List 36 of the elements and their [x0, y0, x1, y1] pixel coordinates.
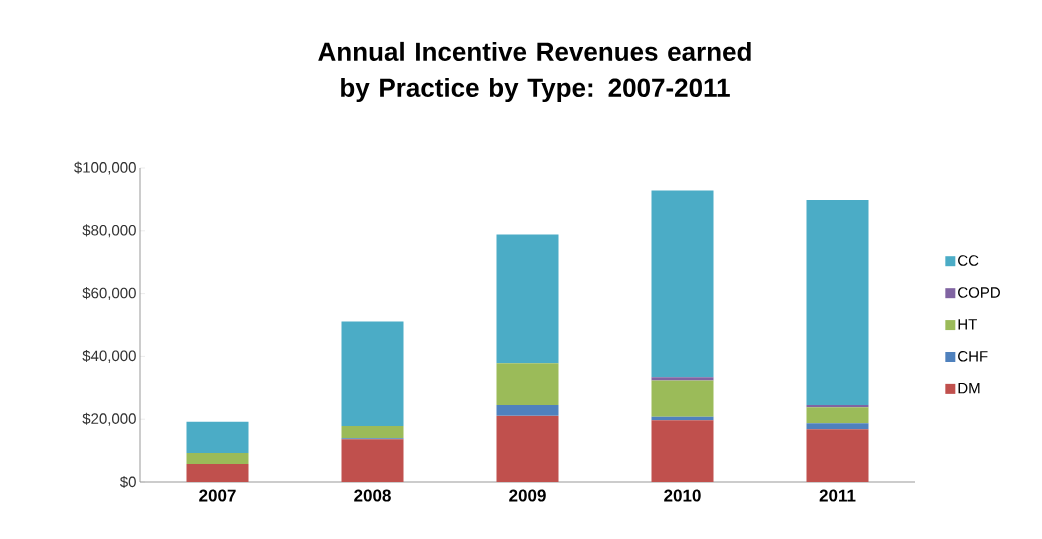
legend-label: HT [958, 319, 977, 330]
y-tick-label: $80,000 [82, 224, 136, 238]
x-tick-label: 2011 [819, 489, 856, 502]
bar [341, 426, 404, 439]
bar [651, 420, 714, 482]
bar [806, 423, 869, 430]
chart-title: Annual Incentive Revenues earned by Practice by Type: 2007-2011 [318, 41, 751, 103]
y-tick-label: $60,000 [82, 287, 136, 301]
legend-label: CHF [958, 350, 988, 362]
bar [496, 234, 559, 364]
legend-label: COPD [958, 287, 1000, 298]
bar [806, 405, 869, 408]
bar [496, 415, 559, 482]
bar [806, 407, 869, 424]
bar [496, 363, 559, 406]
bar [651, 190, 714, 378]
bar [186, 421, 249, 454]
x-tick-label: 2009 [509, 489, 546, 502]
bar [806, 200, 869, 406]
y-tick-label: $0 [119, 475, 136, 489]
y-tick-label: $40,000 [82, 349, 136, 363]
legend-label: DM [958, 382, 980, 394]
x-tick-label: 2007 [199, 489, 236, 502]
x-tick-label: 2008 [354, 489, 391, 502]
y-tick-label: $20,000 [82, 412, 136, 426]
legend-label: CC [958, 255, 979, 266]
y-tick-label: $100,000 [74, 161, 136, 175]
bar [341, 439, 404, 482]
bar [186, 453, 249, 465]
x-tick-label: 2010 [664, 489, 701, 502]
bar [651, 380, 714, 417]
bar [341, 321, 404, 427]
bar [186, 464, 249, 482]
bar [651, 377, 714, 381]
bar [496, 405, 559, 416]
bar [806, 429, 869, 482]
